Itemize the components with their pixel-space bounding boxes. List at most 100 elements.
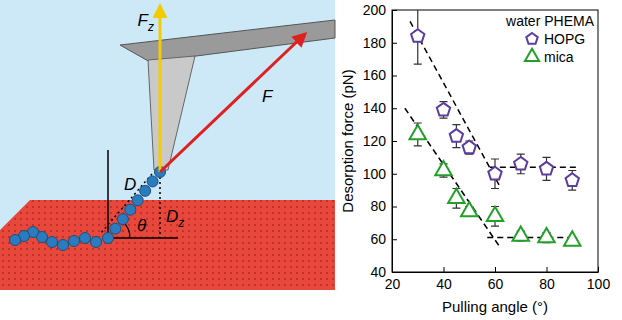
bead <box>140 185 151 196</box>
y-tick: 40 <box>370 264 397 280</box>
distance-line <box>100 174 152 234</box>
figure: FzFDDzθ204060801004060801001201401601802… <box>0 0 622 320</box>
force-arrow <box>160 34 305 172</box>
y-tick-label: 40 <box>370 264 386 280</box>
point <box>566 173 579 186</box>
y-tick-mark <box>392 239 397 240</box>
x-tick-mark <box>598 267 599 272</box>
bead <box>69 236 80 247</box>
point <box>411 29 424 42</box>
bead <box>147 176 158 187</box>
point <box>514 157 527 170</box>
x-tick: 40 <box>436 267 452 292</box>
point <box>435 161 451 175</box>
liquid <box>0 0 335 290</box>
point <box>564 231 580 245</box>
y-tick: 200 <box>363 2 397 18</box>
y-tick-mark <box>392 207 397 208</box>
point <box>437 103 450 116</box>
y-tick-mark <box>392 174 397 175</box>
substrate <box>0 200 335 290</box>
fit-line <box>487 237 577 239</box>
x-tick-label: 100 <box>587 276 611 292</box>
point <box>448 189 464 203</box>
polymer <box>10 167 166 251</box>
legend-label: HOPG <box>544 31 585 47</box>
schematic: FzFDDzθ <box>0 0 335 290</box>
bead <box>10 235 21 246</box>
fit-line <box>410 21 500 186</box>
y-tick: 120 <box>363 133 397 149</box>
y-tick-label: 140 <box>363 100 387 116</box>
y-tick: 160 <box>363 67 397 83</box>
y-tick-label: 100 <box>363 166 387 182</box>
bead <box>91 237 102 248</box>
y-tick-mark <box>392 272 397 273</box>
bead <box>125 204 136 215</box>
series-1 <box>410 123 581 246</box>
legend-label: mica <box>544 49 574 65</box>
y-tick-label: 200 <box>363 2 387 18</box>
y-tick: 100 <box>363 166 397 182</box>
x-axis-line <box>393 272 599 273</box>
bead <box>47 237 58 248</box>
bead <box>80 233 91 244</box>
y-tick-label: 80 <box>370 198 386 214</box>
fit-line <box>490 166 578 168</box>
x-tick: 100 <box>587 267 611 292</box>
diagram-label: θ <box>137 216 147 235</box>
force-arrow <box>159 6 162 172</box>
bead <box>103 233 114 244</box>
bead <box>110 223 121 234</box>
y-tick: 180 <box>363 35 397 51</box>
y-tick-mark <box>392 43 397 44</box>
plot-frame <box>392 10 598 272</box>
legend-title: water PHEMA <box>505 13 595 29</box>
diagram-label: F <box>262 87 274 106</box>
y-axis: 40 60 80 100 120 140 160 180 200 <box>363 2 397 280</box>
diagram-label: Dz <box>166 207 184 230</box>
x-tick-label: 20 <box>385 276 401 292</box>
y-tick-mark <box>392 141 397 142</box>
legend-marker <box>525 49 539 61</box>
x-tick: 60 <box>488 267 504 292</box>
x-tick: 80 <box>539 267 555 292</box>
point <box>513 226 529 240</box>
y-tick-label: 160 <box>363 67 387 83</box>
x-tick-label: 60 <box>488 276 504 292</box>
y-tick-mark <box>392 108 397 109</box>
x-tick-mark <box>547 267 548 272</box>
x-axis-title: Pulling angle (°) <box>442 298 548 315</box>
point <box>540 162 553 175</box>
y-axis-title: Desorption force (pN) <box>339 69 356 212</box>
fit-line <box>405 108 500 247</box>
x-tick-mark <box>495 267 496 272</box>
bead <box>117 214 128 225</box>
x-tick-mark <box>444 267 445 272</box>
point <box>410 125 426 139</box>
x-axis: 20 40 60 80 100 <box>385 267 611 292</box>
point <box>450 129 463 142</box>
tip <box>148 56 195 170</box>
point <box>487 207 503 221</box>
y-tick-label: 60 <box>370 231 386 247</box>
chart: 20406080100406080100120140160180200Pulli… <box>339 2 610 315</box>
point <box>461 202 477 216</box>
y-tick-mark <box>392 76 397 77</box>
y-tick: 60 <box>370 231 397 247</box>
cantilever <box>120 20 335 62</box>
y-tick-label: 180 <box>363 35 387 51</box>
point <box>538 228 554 242</box>
legend-marker <box>526 33 537 44</box>
bead <box>58 240 69 251</box>
legend: water PHEMA HOPG mica <box>505 13 595 65</box>
y-tick-mark <box>392 10 397 11</box>
distance-line <box>159 172 161 238</box>
bead <box>132 195 143 206</box>
x-tick-label: 40 <box>436 276 452 292</box>
x-tick-label: 80 <box>539 276 555 292</box>
point <box>488 167 501 180</box>
y-tick: 140 <box>363 100 397 116</box>
reference-line <box>108 237 178 239</box>
diagram-label: D <box>124 175 136 194</box>
